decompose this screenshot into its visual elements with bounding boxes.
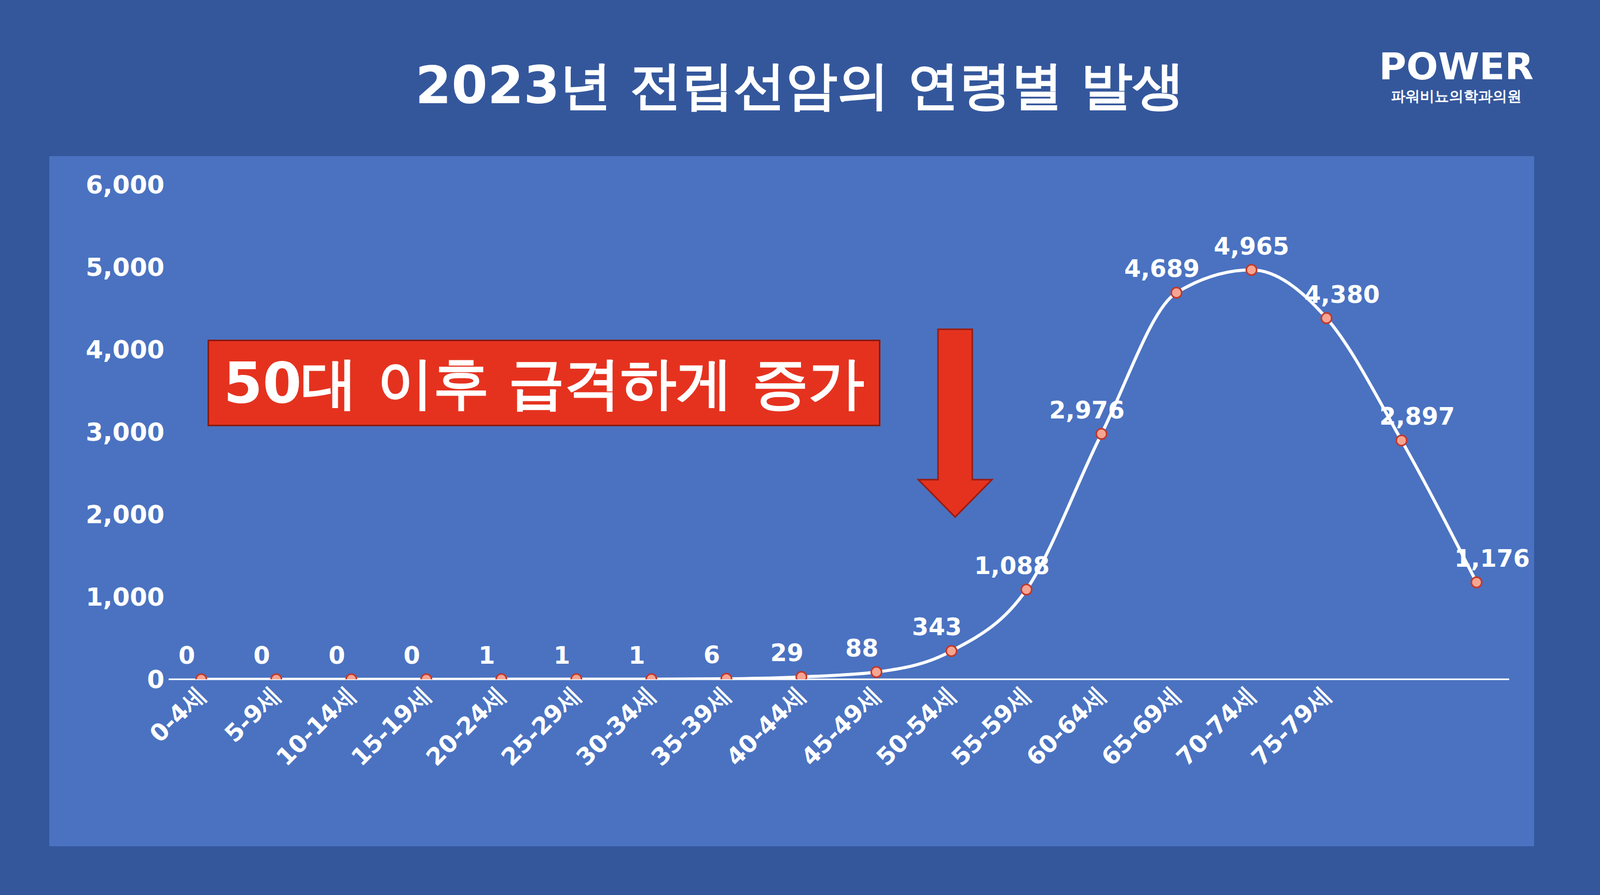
svg-text:1: 1 (478, 641, 495, 670)
svg-text:88: 88 (845, 634, 879, 663)
svg-text:70-74세: 70-74세 (1170, 681, 1262, 772)
svg-text:25-29세: 25-29세 (495, 681, 587, 772)
svg-text:0: 0 (178, 641, 196, 670)
svg-text:1,088: 1,088 (974, 552, 1051, 581)
svg-text:20-24세: 20-24세 (420, 681, 512, 772)
html-text:50대 이후 급격하게 증가: 50대 이후 급격하게 증가 (223, 350, 865, 416)
svg-text:30-34세: 30-34세 (570, 681, 662, 772)
svg-text:1,000: 1,000 (85, 582, 165, 612)
svg-text:1: 1 (628, 641, 646, 670)
svg-text:0: 0 (147, 665, 165, 695)
svg-text:50-54세: 50-54세 (870, 681, 962, 772)
svg-text:40-44세: 40-44세 (720, 681, 812, 772)
svg-text:75-79세: 75-79세 (1245, 681, 1337, 772)
svg-text:10-14세: 10-14세 (270, 681, 362, 772)
svg-text:343: 343 (912, 613, 962, 642)
svg-text:15-19세: 15-19세 (345, 681, 437, 772)
svg-text:0: 0 (253, 641, 271, 670)
svg-text:4,000: 4,000 (85, 335, 165, 365)
svg-text:45-49세: 45-49세 (795, 681, 887, 772)
svg-text:4,689: 4,689 (1124, 254, 1200, 283)
svg-text:2,976: 2,976 (1049, 396, 1125, 425)
svg-text:60-64세: 60-64세 (1020, 681, 1112, 772)
svg-text:6: 6 (703, 641, 721, 670)
svg-text:4,965: 4,965 (1213, 232, 1290, 261)
svg-text:2,897: 2,897 (1379, 402, 1456, 431)
html-text:파워비뇨의학과의원: 파워비뇨의학과의원 (1390, 87, 1522, 105)
svg-text:35-39세: 35-39세 (645, 681, 737, 772)
svg-text:29: 29 (770, 639, 804, 668)
svg-text:55-59세: 55-59세 (945, 681, 1037, 772)
svg-text:2,000: 2,000 (85, 500, 165, 530)
svg-text:0: 0 (403, 641, 421, 670)
svg-text:4,380: 4,380 (1304, 280, 1381, 309)
svg-text:1: 1 (553, 641, 571, 670)
html-text:2023년 전립선암의 연령별 발생: 2023년 전립선암의 연령별 발생 (415, 54, 1185, 116)
svg-text:3,000: 3,000 (85, 417, 165, 447)
svg-text:0-4세: 0-4세 (144, 681, 212, 749)
svg-text:5-9세: 5-9세 (218, 681, 286, 749)
svg-text:65-69세: 65-69세 (1095, 681, 1187, 772)
svg-text:5,000: 5,000 (85, 252, 165, 282)
svg-text:0: 0 (328, 641, 346, 670)
svg-text:1,176: 1,176 (1454, 544, 1530, 573)
svg-text:6,000: 6,000 (85, 170, 165, 200)
html-text:POWER: POWER (1378, 44, 1534, 89)
